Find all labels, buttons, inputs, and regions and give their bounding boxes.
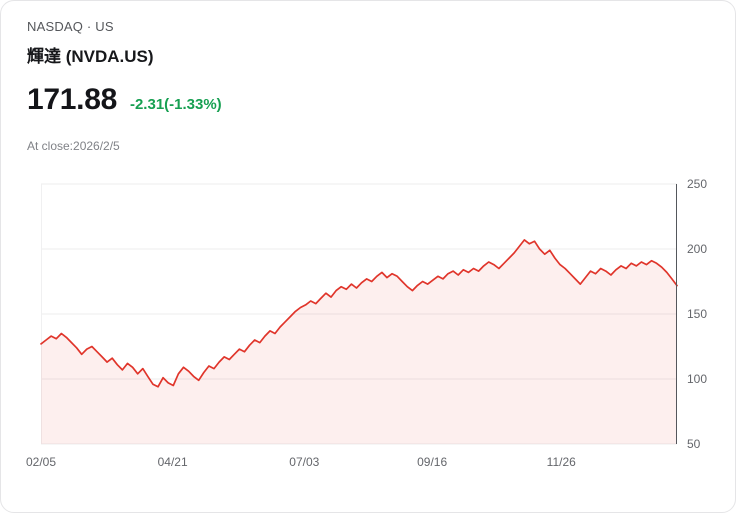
as-of-timestamp: At close:2026/2/5 (27, 139, 120, 153)
last-price: 171.88 (27, 83, 117, 116)
y-axis-label: 100 (687, 372, 708, 386)
y-axis-label: 250 (687, 177, 708, 191)
x-axis-label: 07/03 (289, 455, 320, 469)
x-axis-label: 11/26 (546, 455, 576, 469)
x-axis-label: 09/16 (417, 455, 448, 469)
price-chart[interactable]: 250 200 150 100 50 02/05 04/21 07/03 09/16 11/26 (26, 177, 707, 469)
stock-title: 輝達 (NVDA.US) (27, 47, 154, 66)
x-axis-label: 04/21 (157, 455, 188, 469)
y-axis-label: 50 (687, 437, 701, 451)
y-axis-label: 200 (687, 242, 708, 256)
exchange-label: NASDAQ · US (27, 19, 114, 34)
price-line (40, 239, 678, 388)
y-axis-label: 150 (687, 307, 708, 321)
price-area-fill (41, 239, 677, 444)
x-axis: 02/05 04/21 07/03 09/16 11/26 (26, 455, 677, 471)
x-axis-label: 02/05 (25, 455, 57, 469)
chart-canvas (40, 183, 678, 445)
price-change: -2.31(-1.33%) (129, 96, 222, 113)
price-row: 171.88 -2.31(-1.33%) (27, 83, 222, 117)
